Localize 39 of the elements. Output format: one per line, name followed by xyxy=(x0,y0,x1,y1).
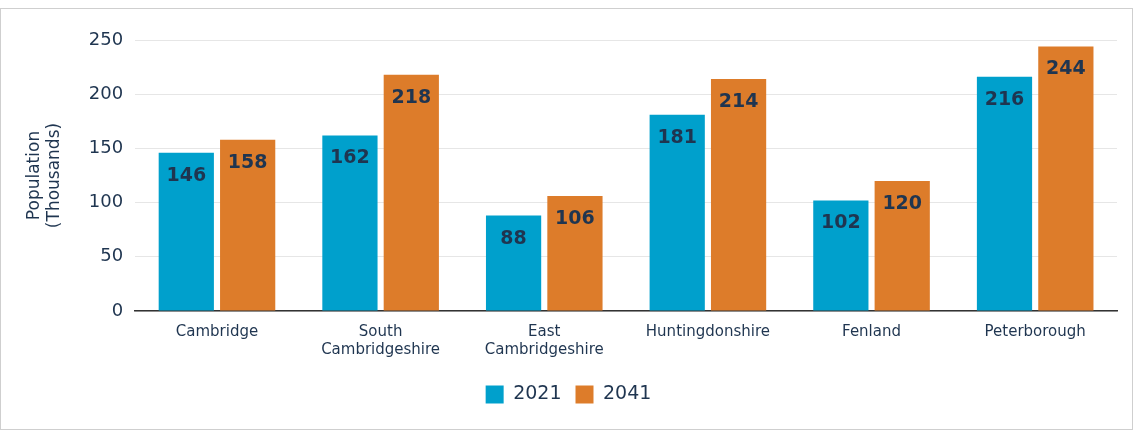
bar xyxy=(547,196,603,311)
bar xyxy=(813,200,869,311)
data-label: 216 xyxy=(984,86,1025,109)
bar xyxy=(322,135,378,311)
bar xyxy=(874,180,930,311)
x-tick-label: Fenland xyxy=(842,321,902,340)
data-label: 162 xyxy=(330,145,370,168)
y-tick-label: 200 xyxy=(88,81,124,103)
data-label: 158 xyxy=(227,149,268,172)
data-label: 120 xyxy=(882,190,923,213)
bar xyxy=(710,79,767,311)
bar xyxy=(649,114,705,311)
x-tick-label: Cambridge xyxy=(175,321,259,340)
data-label: 181 xyxy=(657,124,698,147)
x-tick-label: East Cambridgeshire xyxy=(484,321,604,358)
data-label: 244 xyxy=(1046,56,1086,79)
data-label: 218 xyxy=(391,84,432,107)
bar xyxy=(1038,46,1094,311)
data-label: 214 xyxy=(718,88,759,111)
data-label: 106 xyxy=(555,206,595,229)
bar xyxy=(976,76,1033,311)
data-label: 88 xyxy=(500,225,527,248)
x-tick-label: South Cambridgeshire xyxy=(321,321,441,358)
bar xyxy=(220,139,276,311)
y-tick-label: 150 xyxy=(88,136,124,158)
y-tick-label: 50 xyxy=(100,244,124,266)
y-axis-title: Population (Thousands) xyxy=(22,122,64,229)
data-label: 102 xyxy=(821,210,861,233)
legend-label: 2041 xyxy=(603,381,652,404)
data-label: 146 xyxy=(166,162,207,185)
bar xyxy=(158,152,214,311)
y-tick-label: 100 xyxy=(88,190,124,212)
y-tick-label: 250 xyxy=(88,27,124,49)
x-tick-label: Peterborough xyxy=(984,321,1086,340)
x-tick-label: Huntingdonshire xyxy=(645,321,770,340)
legend-label: 2021 xyxy=(513,381,562,404)
bar xyxy=(485,215,542,311)
bar xyxy=(383,74,439,311)
y-tick-label: 0 xyxy=(111,298,124,320)
